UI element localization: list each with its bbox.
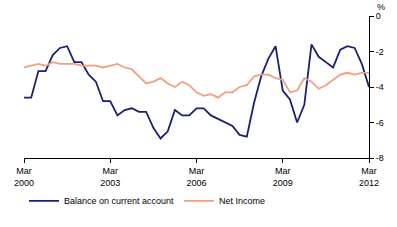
svg-text:0: 0 bbox=[376, 11, 381, 21]
svg-text:Net Income: Net Income bbox=[219, 196, 265, 206]
svg-text:Mar2012: Mar2012 bbox=[359, 166, 379, 188]
svg-text:-8: -8 bbox=[376, 153, 384, 163]
svg-text:Mar2003: Mar2003 bbox=[100, 166, 120, 188]
svg-text:-2: -2 bbox=[376, 47, 384, 57]
svg-text:Balance on current account: Balance on current account bbox=[64, 196, 174, 206]
svg-text:-4: -4 bbox=[376, 82, 384, 92]
svg-text:Mar2000: Mar2000 bbox=[14, 166, 34, 188]
svg-text:-6: -6 bbox=[376, 118, 384, 128]
svg-text:Mar2006: Mar2006 bbox=[186, 166, 206, 188]
svg-text:Mar2009: Mar2009 bbox=[273, 166, 293, 188]
svg-text:%: % bbox=[377, 2, 385, 12]
